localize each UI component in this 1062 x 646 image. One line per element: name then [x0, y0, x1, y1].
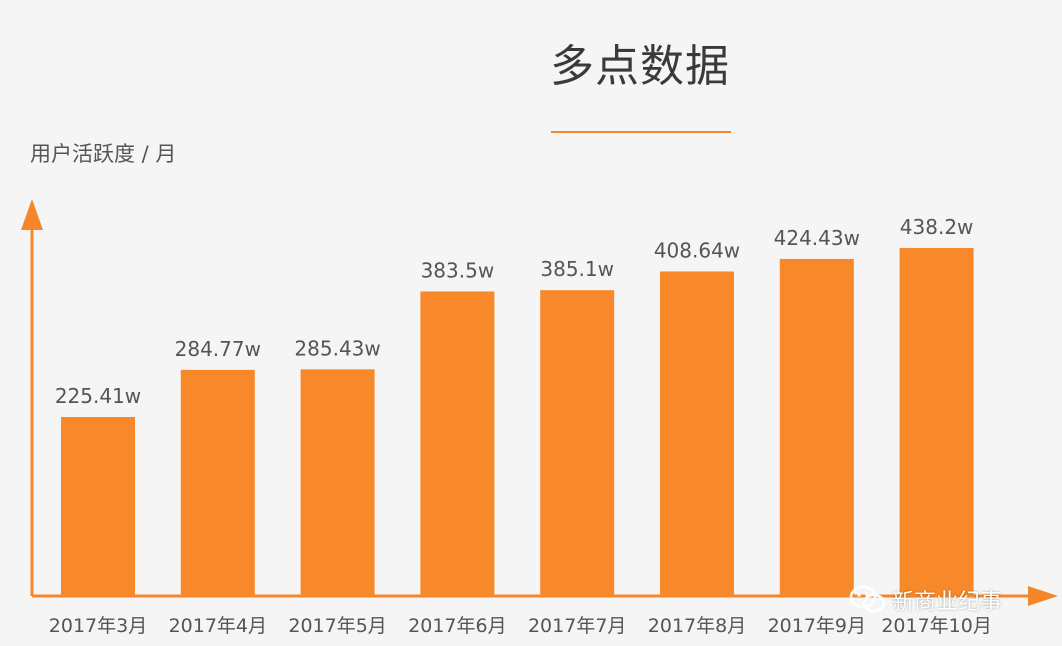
bar	[180, 369, 255, 596]
x-tick-label: 2017年9月	[768, 615, 866, 637]
bar	[899, 248, 974, 596]
x-tick-label: 2017年4月	[169, 615, 267, 637]
data-label: 408.64w	[654, 238, 740, 262]
x-tick-label: 2017年7月	[528, 615, 626, 637]
data-label: 284.77w	[175, 337, 261, 361]
title-underline	[551, 131, 731, 133]
data-label: 285.43w	[294, 336, 380, 360]
bar	[779, 258, 854, 596]
x-tick-label: 2017年10月	[881, 615, 992, 637]
data-label: 385.1w	[540, 257, 614, 281]
x-tick-label: 2017年3月	[49, 615, 147, 637]
watermark-text: 新商业纪事	[892, 590, 1003, 615]
bar	[61, 416, 135, 596]
watermark: 新商业纪事	[848, 582, 1002, 618]
wechat-icon	[849, 585, 886, 613]
bar	[300, 369, 375, 596]
y-axis-arrow	[21, 199, 43, 230]
bar	[540, 290, 615, 596]
x-tick-label: 2017年5月	[288, 615, 386, 637]
data-label: 424.43w	[774, 226, 860, 250]
bar	[420, 291, 495, 596]
data-label: 225.41w	[55, 384, 141, 408]
bar	[660, 271, 734, 596]
data-label: 438.2w	[900, 215, 974, 239]
x-axis-arrow	[1028, 586, 1058, 606]
y-axis-label: 用户活跃度 / 月	[30, 142, 177, 166]
x-tick-label: 2017年8月	[648, 615, 746, 637]
x-tick-label: 2017年6月	[408, 615, 506, 637]
data-label: 383.5w	[421, 258, 495, 282]
chart-title: 多点数据	[550, 41, 730, 92]
